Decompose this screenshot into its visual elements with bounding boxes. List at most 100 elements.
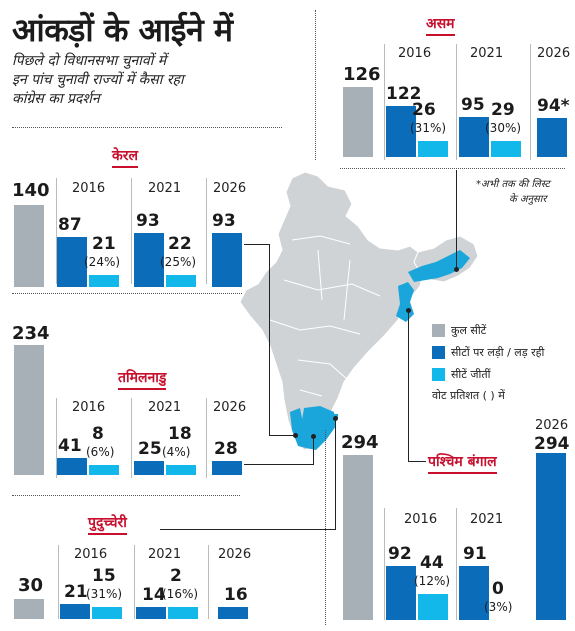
bar-contested-seats [386, 105, 416, 157]
value-contested-seats: 16 [224, 585, 248, 605]
connector-dot-tamil-nadu [311, 434, 316, 439]
footnote-line-2: के अनुसार [509, 194, 547, 205]
legend-swatch-total [432, 324, 445, 337]
divider [12, 127, 282, 128]
legend-vote-note: वोट प्रतिशत ( ) में [432, 389, 505, 402]
legend-swatch-won [432, 368, 445, 381]
value-contested-seats: 92 [388, 543, 412, 564]
value-contested-seats: 14 [142, 585, 166, 605]
footnote-line-1: *अभी तक की लिस्ट [476, 179, 550, 190]
value-contested-seats: 87 [58, 214, 82, 235]
value-seats-won: 22 [168, 234, 192, 254]
connector-puducherry [160, 529, 336, 530]
connector-tamil-nadu [313, 436, 314, 465]
connector-dot-kerala [293, 433, 298, 438]
connector-kerala [244, 244, 270, 245]
value-vote-share: (30%) [485, 121, 522, 135]
value-seats-won: 29 [491, 100, 515, 120]
divider [325, 430, 326, 625]
connector-dot-west-bengal [406, 308, 411, 313]
value-vote-share: (12%) [414, 574, 451, 588]
value-vote-share: (4%) [162, 445, 191, 459]
bar-seats-won [418, 594, 448, 620]
bar-total-seats [14, 599, 44, 619]
value-contested-seats: 21 [64, 582, 88, 603]
year-label: 2026 [218, 547, 252, 562]
subtitle-line-2: इन पांच चुनावी राज्यों में कैसा रहा [12, 72, 184, 88]
year-label: 2026 [537, 46, 571, 61]
tamil-nadu-highlight [300, 406, 336, 450]
year-label: 2016 [72, 400, 106, 415]
value-contested-seats: 94* [537, 95, 570, 116]
value-total-seats: 126 [343, 64, 381, 85]
value-total-seats: 234 [12, 323, 50, 344]
kerala-highlight [290, 408, 306, 448]
year-label: 2021 [470, 512, 504, 527]
value-contested-seats: 91 [463, 544, 487, 565]
page-title: आंकड़ों के आईने में [12, 11, 233, 49]
bar-contested-seats [134, 233, 164, 287]
subtitle-line-3: कांग्रेस का प्रदर्शन [12, 91, 100, 107]
connector-kerala [269, 244, 270, 436]
assam-highlight [408, 250, 470, 282]
bar-contested-seats [459, 117, 489, 157]
value-contested-seats: 93 [212, 211, 236, 232]
divider [12, 495, 240, 496]
subtitle-line-1: पिछले दो विधानसभा चुनावों में [12, 53, 167, 69]
value-vote-share: (31%) [86, 587, 123, 601]
bar-contested-seats [136, 607, 166, 619]
value-contested-seats: 294 [534, 434, 570, 454]
year-label: 2021 [470, 46, 504, 61]
value-contested-seats: 122 [386, 83, 422, 104]
bar-seats-won [166, 465, 196, 475]
bar-contested-seats [218, 607, 248, 619]
bar-contested-seats [57, 457, 87, 475]
value-vote-share: (31%) [410, 121, 447, 135]
bar-contested-seats [212, 461, 242, 475]
value-seats-won: 0 [492, 579, 504, 599]
bar-contested-seats [57, 236, 87, 287]
value-vote-share: (24%) [84, 255, 121, 269]
value-vote-share: (16%) [162, 587, 199, 601]
value-contested-seats: 41 [58, 435, 82, 456]
bar-total-seats [343, 455, 373, 620]
connector-dot-assam [454, 267, 459, 272]
year-label: 2026 [213, 400, 247, 415]
value-vote-share: (6%) [86, 445, 115, 459]
connector-kerala [269, 435, 295, 436]
connector-dot-puducherry [333, 416, 338, 421]
value-contested-seats: 93 [136, 211, 160, 232]
bar-seats-won [89, 465, 119, 475]
connector-tamil-nadu [244, 464, 314, 465]
value-vote-share: (25%) [160, 255, 197, 269]
value-seats-won: 2 [170, 566, 182, 586]
bar-seats-won [168, 607, 198, 619]
bar-contested-seats [134, 461, 164, 475]
bar-total-seats [14, 205, 44, 287]
year-label: 2021 [148, 181, 182, 196]
bar-contested-seats [536, 453, 566, 620]
divider [340, 168, 565, 169]
value-contested-seats: 25 [138, 439, 162, 459]
year-label: 2021 [148, 400, 182, 415]
state-label-west-bengal: पश्चिम बंगाल [428, 454, 497, 474]
bar-contested-seats [459, 566, 489, 620]
year-label: 2016 [404, 512, 438, 527]
bar-contested-seats [386, 565, 416, 620]
legend-label-won: सीटें जीतीं [451, 368, 491, 381]
connector-west-bengal [408, 461, 426, 462]
value-contested-seats: 95 [461, 95, 485, 116]
value-total-seats: 30 [18, 575, 44, 596]
value-seats-won: 44 [420, 553, 444, 573]
connector-puducherry [335, 420, 336, 530]
bar-contested-seats [212, 233, 242, 287]
state-label-assam: असम [426, 16, 455, 36]
value-seats-won: 26 [412, 100, 436, 120]
state-internal-borders [269, 235, 381, 397]
value-vote-share: (3%) [484, 600, 513, 614]
year-label: 2026 [213, 181, 247, 196]
bar-seats-won [166, 275, 196, 287]
bar-contested-seats [537, 117, 567, 157]
legend-label-contested: सीटों पर लड़ी / लड़ रही [451, 346, 545, 359]
